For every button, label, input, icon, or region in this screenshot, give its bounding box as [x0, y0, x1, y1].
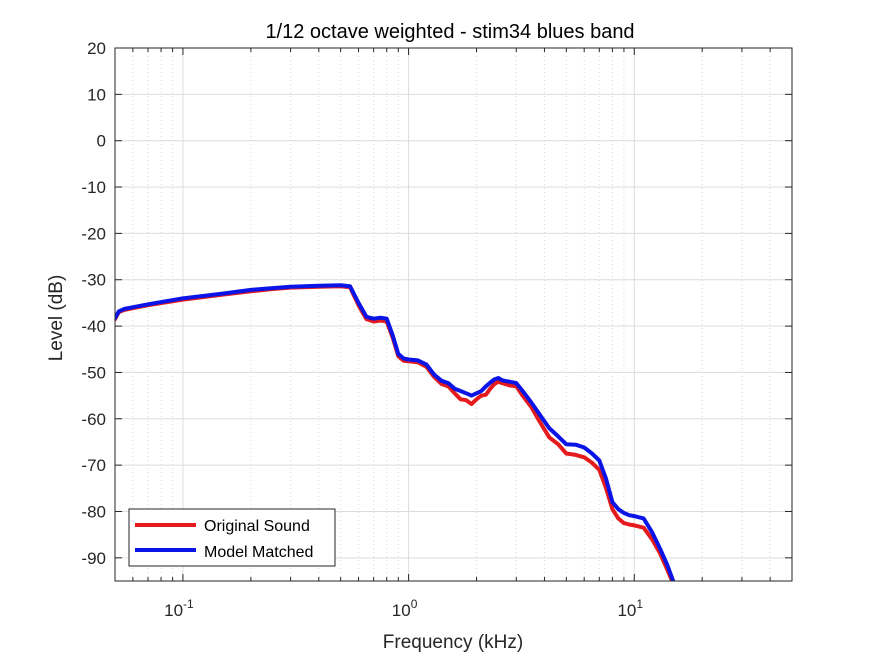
y-tick-label: 20	[87, 39, 106, 58]
y-tick-label: -20	[81, 224, 106, 243]
major-grid	[115, 47, 792, 581]
y-tick-label: -10	[81, 178, 106, 197]
plot-area	[115, 48, 792, 581]
legend-box	[128, 508, 336, 567]
minor-grid	[132, 48, 771, 581]
series-line-model-matched	[115, 283, 676, 581]
chart-title: 1/12 octave weighted - stim34 blues band	[265, 21, 634, 43]
x-tick-label: 10-1	[164, 597, 194, 620]
legend: Original Sound Model Matched	[128, 508, 336, 567]
y-tick-label: 0	[97, 132, 106, 151]
y-tick-label: 10	[87, 85, 106, 104]
y-tick-label: -90	[81, 549, 106, 568]
y-tick-label: -40	[81, 317, 106, 336]
y-tick-label: -80	[81, 502, 106, 521]
x-axis-label: Frequency (kHz)	[383, 632, 523, 653]
x-tick-label: 100	[392, 597, 418, 620]
legend-label-original: Original Sound	[204, 518, 310, 535]
ticks-layer: 10-1 100 10120100-10-20-30-40-50-60-70-80-…	[81, 39, 792, 620]
y-tick-label: -60	[81, 410, 106, 429]
plot-frame	[114, 47, 793, 582]
series-layer	[115, 283, 676, 581]
y-tick-label: -70	[81, 456, 106, 475]
y-tick-label: -30	[81, 271, 106, 290]
y-axis-label: Level (dB)	[46, 275, 67, 362]
x-tick-label: 101	[617, 597, 643, 620]
legend-label-model: Model Matched	[204, 544, 313, 561]
y-tick-label: -50	[81, 363, 106, 382]
